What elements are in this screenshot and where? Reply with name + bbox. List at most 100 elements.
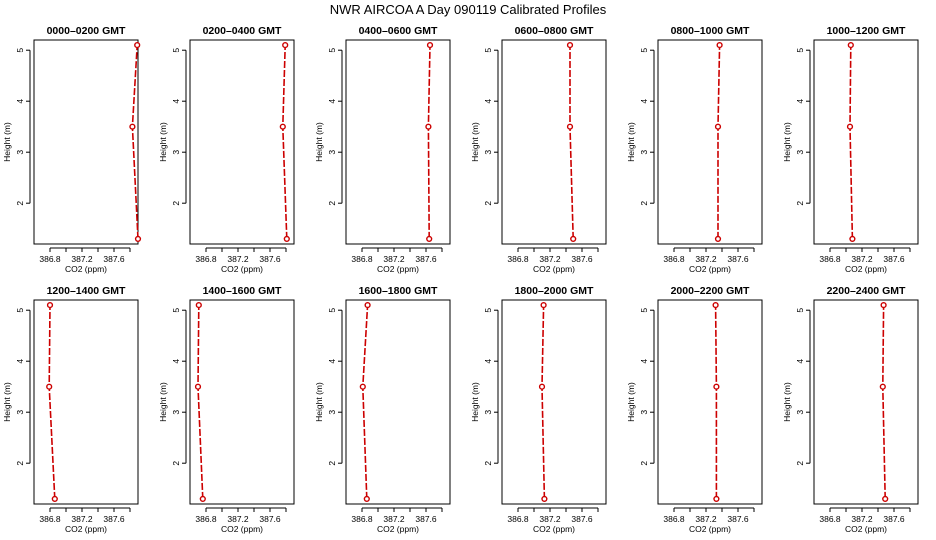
plot-frame: [189, 39, 295, 245]
panel-title: 0600–0800 GMT: [515, 25, 594, 37]
x-tick-label: 387.6: [259, 254, 281, 264]
data-point: [46, 383, 53, 390]
x-axis-label: CO2 (ppm): [65, 524, 107, 534]
data-point: [279, 123, 286, 130]
y-tick-label: 3: [483, 410, 493, 415]
x-tick-label: 386.8: [351, 514, 373, 524]
data-point: [714, 123, 722, 130]
data-point: [195, 302, 202, 309]
x-axis-label: CO2 (ppm): [845, 524, 887, 534]
y-tick-label: 5: [15, 308, 25, 313]
y-tick-label: 5: [15, 48, 25, 53]
x-tick-label: 387.2: [383, 514, 405, 524]
x-tick-label: 387.2: [539, 254, 561, 264]
y-axis-label: Height (m): [2, 122, 12, 162]
data-point: [363, 495, 370, 503]
x-tick-label: 387.6: [883, 254, 905, 264]
panel-title: 0400–0600 GMT: [359, 25, 438, 37]
x-tick-label: 387.2: [227, 514, 249, 524]
x-tick-label: 386.8: [195, 514, 217, 524]
x-tick-label: 386.8: [819, 514, 841, 524]
main-title: NWR AIRCOA A Day 090119 Calibrated Profi…: [329, 2, 607, 17]
profile-line: [881, 305, 886, 499]
x-tick-label: 387.6: [571, 254, 593, 264]
data-point: [712, 302, 719, 309]
y-axis-label: Height (m): [158, 122, 168, 162]
data-point: [849, 235, 856, 243]
y-tick-label: 5: [327, 308, 337, 313]
y-tick-label: 4: [639, 359, 649, 364]
plot-frame: [657, 299, 763, 505]
x-axis-label: CO2 (ppm): [377, 264, 419, 274]
x-tick-label: 387.6: [103, 514, 125, 524]
x-tick-label: 387.2: [383, 254, 405, 264]
x-tick-label: 387.6: [727, 514, 749, 524]
y-tick-label: 3: [639, 410, 649, 415]
x-tick-label: 386.8: [819, 254, 841, 264]
y-tick-label: 3: [15, 150, 25, 155]
x-tick-label: 387.2: [695, 254, 717, 264]
data-point: [364, 302, 371, 309]
x-tick-label: 386.8: [195, 254, 217, 264]
data-point: [540, 302, 547, 309]
profile-line: [197, 305, 204, 499]
x-tick-label: 386.8: [39, 514, 61, 524]
x-tick-label: 387.6: [571, 514, 593, 524]
y-tick-label: 3: [795, 410, 805, 415]
x-tick-label: 387.6: [415, 514, 437, 524]
y-tick-label: 4: [171, 99, 181, 104]
data-point: [199, 495, 206, 503]
plot-frame: [189, 299, 295, 505]
y-tick-label: 5: [171, 308, 181, 313]
data-point: [880, 302, 887, 309]
y-tick-label: 4: [327, 99, 337, 104]
profile-line: [131, 45, 139, 239]
x-tick-label: 387.6: [883, 514, 905, 524]
y-tick-label: 5: [795, 308, 805, 313]
y-tick-label: 4: [795, 359, 805, 364]
y-tick-label: 4: [639, 99, 649, 104]
panel-title: 1000–1200 GMT: [827, 25, 906, 37]
x-tick-label: 386.8: [507, 514, 529, 524]
data-point: [882, 495, 889, 503]
data-point: [51, 495, 58, 503]
y-tick-label: 3: [327, 410, 337, 415]
y-tick-label: 5: [327, 48, 337, 53]
y-axis-label: Height (m): [314, 382, 324, 422]
x-axis-label: CO2 (ppm): [65, 264, 107, 274]
panel-title: 2200–2400 GMT: [827, 285, 906, 297]
y-axis-label: Height (m): [470, 122, 480, 162]
y-axis-label: Height (m): [158, 382, 168, 422]
data-point: [879, 383, 886, 390]
profile-line: [427, 45, 431, 239]
panel-title: 1800–2000 GMT: [515, 285, 594, 297]
y-tick-label: 5: [483, 48, 493, 53]
y-tick-label: 5: [795, 48, 805, 53]
x-tick-label: 387.6: [727, 254, 749, 264]
x-tick-label: 386.8: [663, 514, 685, 524]
plot-frame: [33, 299, 139, 505]
x-axis-label: CO2 (ppm): [377, 524, 419, 534]
panel-title: 1200–1400 GMT: [47, 285, 126, 297]
y-axis-label: Height (m): [782, 382, 792, 422]
y-axis-label: Height (m): [626, 122, 636, 162]
plot-frame: [345, 299, 451, 505]
plot-frame: [813, 299, 919, 505]
data-point: [713, 383, 720, 390]
panel-title: 2000–2200 GMT: [671, 285, 750, 297]
panel-title: 1400–1600 GMT: [203, 285, 282, 297]
data-point: [426, 41, 434, 49]
y-axis-label: Height (m): [314, 122, 324, 162]
y-tick-label: 2: [483, 201, 493, 206]
profile-line: [717, 45, 721, 239]
plot-frame: [657, 39, 763, 245]
profile-line: [714, 305, 718, 499]
data-point: [425, 123, 432, 130]
y-axis-label: Height (m): [2, 382, 12, 422]
